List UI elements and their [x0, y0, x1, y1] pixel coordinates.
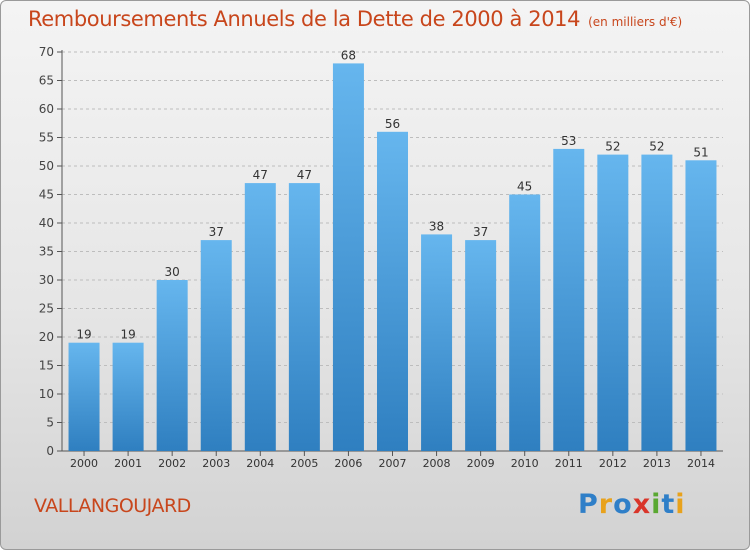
y-tick-label: 55	[39, 131, 54, 145]
data-label: 38	[429, 219, 444, 233]
y-tick-label: 50	[39, 159, 54, 173]
y-tick-label: 35	[39, 245, 54, 259]
x-tick-label: 2014	[687, 457, 715, 470]
bar	[156, 280, 188, 451]
bar	[377, 131, 408, 452]
bar	[465, 240, 497, 451]
bar	[244, 183, 276, 451]
y-tick-label: 25	[39, 302, 54, 316]
data-label: 52	[605, 140, 620, 154]
bar	[332, 63, 364, 452]
x-tick-label: 2010	[511, 457, 539, 470]
commune-name: VALLANGOUJARD	[34, 495, 191, 517]
x-tick-label: 2006	[334, 457, 362, 470]
bar	[553, 148, 585, 451]
x-tick-label: 2000	[70, 457, 98, 470]
data-label: 45	[517, 180, 532, 194]
chart-title: Remboursements Annuels de la Dette de 20…	[28, 7, 682, 31]
x-tick-label: 2003	[202, 457, 230, 470]
logo-letter: i	[651, 489, 662, 520]
data-label: 19	[76, 328, 91, 342]
bar	[112, 342, 144, 451]
y-tick-label: 10	[39, 387, 54, 401]
logo-letter: t	[661, 489, 676, 520]
y-tick-label: 20	[39, 330, 54, 344]
x-tick-label: 2008	[423, 457, 451, 470]
x-tick-label: 2013	[643, 457, 671, 470]
title-text: Remboursements Annuels de la Dette de 20…	[28, 7, 581, 31]
data-label: 47	[253, 168, 268, 182]
data-label: 19	[120, 328, 135, 342]
data-labels: 19 19 30 37 47 47 68 56 38 37 45 53 52 52 51	[76, 48, 708, 341]
data-label: 37	[209, 225, 224, 239]
proxiti-logo: Proxiti	[578, 489, 686, 520]
data-label: 52	[649, 140, 664, 154]
data-label: 51	[693, 145, 708, 159]
logo-letter: o	[613, 489, 633, 520]
bar	[421, 234, 453, 451]
y-tick-label: 60	[39, 102, 54, 116]
logo-letter: P	[578, 489, 599, 520]
y-tick-label: 15	[39, 359, 54, 373]
data-label: 53	[561, 134, 576, 148]
unit-label: (en milliers d'€)	[588, 15, 683, 29]
y-tick-label: 40	[39, 216, 54, 230]
logo-letter: i	[675, 489, 686, 520]
data-label: 30	[165, 265, 180, 279]
bar	[509, 194, 541, 451]
bar	[641, 154, 673, 451]
x-tick-label: 2005	[290, 457, 318, 470]
x-tick-label: 2002	[158, 457, 186, 470]
y-axis-ticks: 0 5 10 15 20 25 30 35 40 45 50 55 60 65 70	[39, 45, 62, 458]
bars	[68, 63, 717, 452]
y-tick-label: 0	[46, 444, 54, 458]
data-label: 68	[341, 48, 356, 62]
x-tick-label: 2011	[555, 457, 583, 470]
y-tick-label: 65	[39, 74, 54, 88]
bar	[597, 154, 629, 451]
bar	[200, 240, 232, 451]
data-label: 37	[473, 225, 488, 239]
bar	[68, 342, 100, 451]
y-tick-label: 45	[39, 188, 54, 202]
y-tick-label: 70	[39, 45, 54, 59]
bar	[288, 183, 320, 451]
data-label: 47	[297, 168, 312, 182]
bar	[685, 160, 717, 452]
y-tick-label: 5	[46, 416, 54, 430]
logo-letter: r	[598, 489, 614, 520]
x-tick-label: 2004	[246, 457, 274, 470]
x-tick-label: 2009	[467, 457, 495, 470]
x-tick-label: 2001	[114, 457, 142, 470]
x-tick-label: 2012	[599, 457, 627, 470]
logo-letter: x	[632, 489, 652, 520]
y-tick-label: 30	[39, 273, 54, 287]
x-axis-ticks: 2000 2001 2002 2003 2004 2005 2006 2007 2008 2009…	[70, 451, 715, 470]
x-tick-label: 2007	[379, 457, 407, 470]
data-label: 56	[385, 117, 400, 131]
